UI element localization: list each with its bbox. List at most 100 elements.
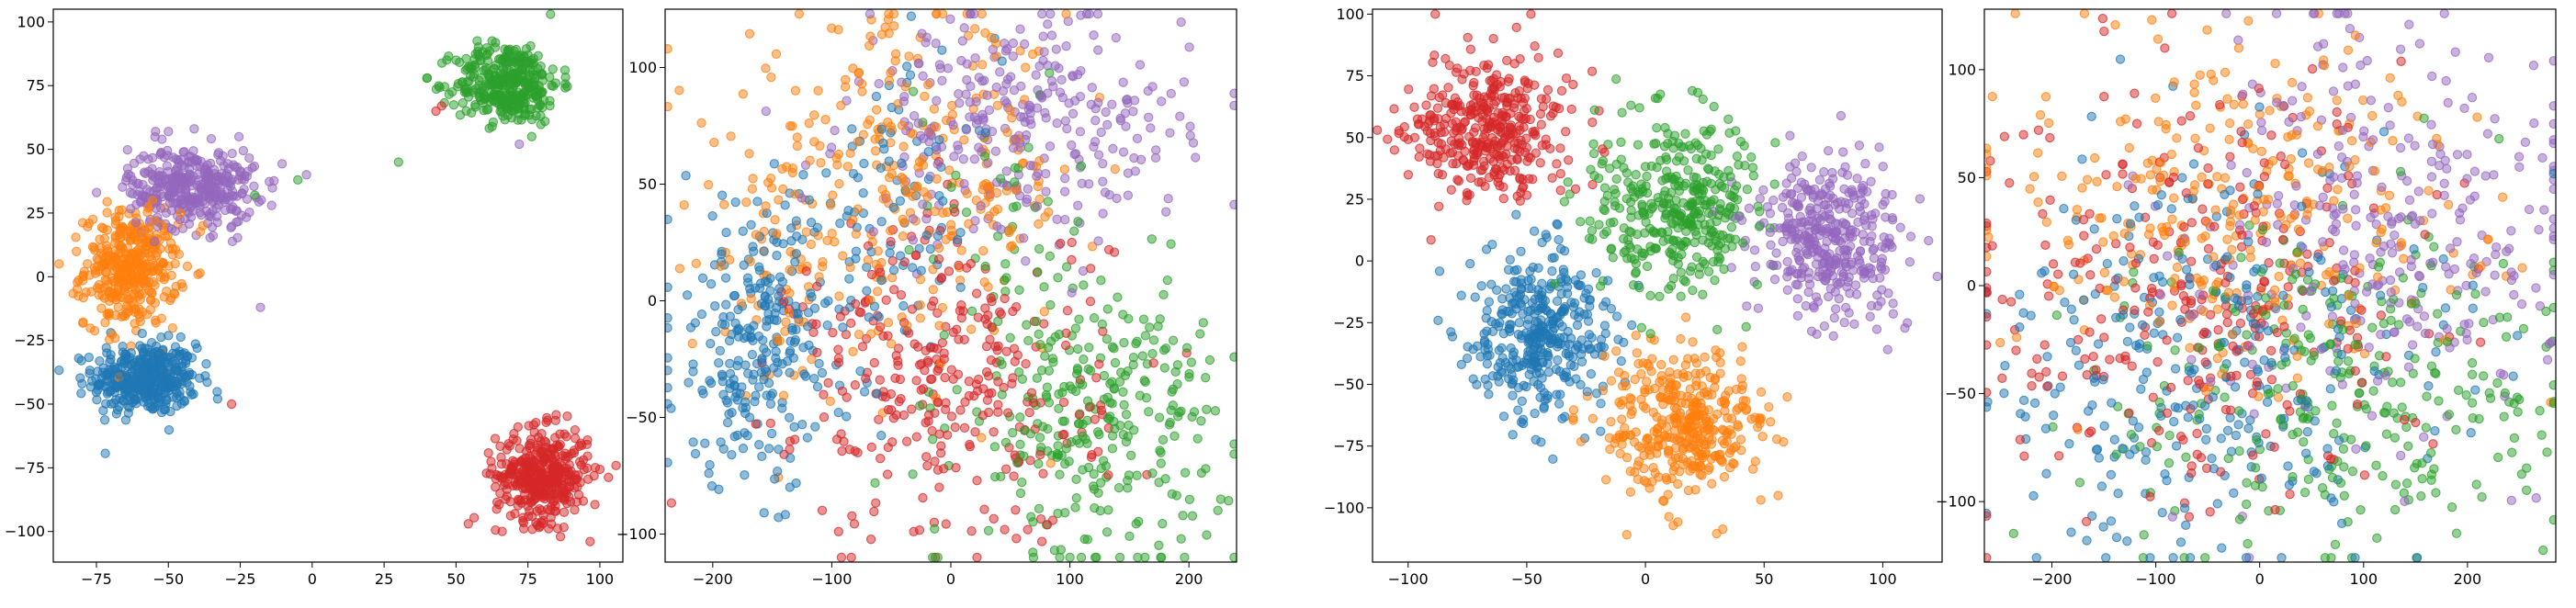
data-point-series-1 xyxy=(754,265,765,276)
data-point-series-1 xyxy=(1611,311,1622,321)
data-point-series-4 xyxy=(579,465,589,475)
data-point-series-4 xyxy=(499,479,509,490)
data-point-series-4 xyxy=(1012,350,1023,360)
data-point-series-2 xyxy=(813,85,823,96)
data-point-series-1 xyxy=(785,412,795,422)
data-point-series-5 xyxy=(1850,280,1861,290)
data-point-series-2 xyxy=(1652,424,1663,434)
data-point-series-1 xyxy=(665,214,672,225)
data-point-series-1 xyxy=(722,417,733,428)
data-point-series-3 xyxy=(470,49,480,60)
data-point-series-5 xyxy=(213,199,224,209)
data-point-series-5 xyxy=(949,152,959,162)
data-point-series-1 xyxy=(804,195,815,205)
data-point-series-5 xyxy=(1819,321,1830,332)
data-point-series-2 xyxy=(889,21,899,31)
data-point-series-1 xyxy=(142,343,153,355)
data-point-series-5 xyxy=(918,199,928,209)
data-point-series-2 xyxy=(104,308,114,318)
data-point-series-2 xyxy=(1656,359,1666,370)
x-tick-label: 75 xyxy=(518,570,537,588)
data-point-series-4 xyxy=(861,373,871,384)
data-point-series-4 xyxy=(923,416,933,426)
data-point-series-1 xyxy=(99,415,110,425)
data-point-series-4 xyxy=(666,498,677,508)
data-point-series-5 xyxy=(868,227,878,237)
data-point-series-5 xyxy=(197,186,207,197)
data-point-series-3 xyxy=(1687,85,1698,96)
data-point-series-2 xyxy=(904,51,914,62)
data-point-series-5 xyxy=(1052,118,1062,129)
data-point-series-3 xyxy=(979,152,990,162)
data-point-series-2 xyxy=(94,289,104,300)
data-point-series-2 xyxy=(177,282,188,292)
data-point-series-1 xyxy=(1572,320,1583,331)
data-point-series-2 xyxy=(964,219,974,229)
data-point-series-1 xyxy=(1529,226,1540,236)
data-point-series-2 xyxy=(102,225,113,235)
data-point-series-3 xyxy=(1059,416,1069,426)
data-point-series-2 xyxy=(991,187,1002,198)
data-point-series-2 xyxy=(761,63,771,73)
data-point-series-4 xyxy=(525,434,537,445)
data-point-series-3 xyxy=(1102,333,1113,344)
data-point-series-1 xyxy=(722,398,733,408)
data-point-series-5 xyxy=(1786,173,1797,184)
data-point-series-1 xyxy=(855,366,865,377)
data-point-series-5 xyxy=(1045,9,1056,19)
data-point-series-2 xyxy=(1657,415,1667,425)
data-point-series-1 xyxy=(732,430,742,441)
data-point-series-1 xyxy=(1517,396,1527,406)
data-point-series-4 xyxy=(819,389,829,400)
data-point-series-4 xyxy=(922,460,932,471)
data-point-series-2 xyxy=(1033,181,1043,192)
data-point-series-5 xyxy=(917,28,927,39)
data-point-series-2 xyxy=(726,131,736,141)
data-point-series-3 xyxy=(1713,144,1723,154)
data-point-series-1 xyxy=(1482,358,1493,369)
data-point-series-4 xyxy=(518,517,529,528)
data-point-series-3 xyxy=(1702,163,1713,174)
data-point-series-3 xyxy=(951,170,961,181)
data-point-series-1 xyxy=(172,400,182,411)
data-point-series-1 xyxy=(872,388,882,399)
data-point-series-5 xyxy=(1093,236,1103,246)
data-point-series-3 xyxy=(1184,372,1194,382)
data-point-series-3 xyxy=(1167,387,1177,397)
y-tick-label: −100 xyxy=(5,523,45,540)
data-point-series-4 xyxy=(1001,464,1011,474)
data-point-series-1 xyxy=(186,353,198,363)
data-point-series-5 xyxy=(959,178,969,189)
data-point-series-3 xyxy=(1730,234,1741,244)
data-point-series-2 xyxy=(834,291,844,301)
data-point-series-3 xyxy=(1202,404,1212,414)
data-point-series-2 xyxy=(130,304,141,314)
data-point-series-3 xyxy=(1082,396,1093,406)
data-point-series-5 xyxy=(1120,108,1131,118)
data-point-series-1 xyxy=(895,251,906,261)
data-point-series-2 xyxy=(792,132,802,142)
data-point-series-2 xyxy=(125,235,135,245)
data-point-series-2 xyxy=(919,187,929,197)
data-point-series-5 xyxy=(1118,147,1129,157)
data-point-series-5 xyxy=(126,204,136,214)
data-point-series-2 xyxy=(831,153,842,163)
data-point-series-5 xyxy=(1019,233,1029,243)
data-point-series-5 xyxy=(1008,51,1018,62)
data-point-series-1 xyxy=(908,263,918,273)
data-point-series-1 xyxy=(165,406,175,417)
data-point-series-4 xyxy=(921,452,932,462)
data-point-series-2 xyxy=(1005,242,1016,252)
data-point-series-5 xyxy=(1814,175,1825,185)
data-point-series-3 xyxy=(1144,407,1154,417)
data-point-series-2 xyxy=(144,230,154,240)
data-point-series-1 xyxy=(906,11,917,21)
data-point-series-5 xyxy=(151,127,161,137)
data-point-series-2 xyxy=(129,277,140,287)
data-point-series-4 xyxy=(983,310,993,321)
data-point-series-2 xyxy=(908,191,918,201)
data-point-series-5 xyxy=(874,78,884,89)
data-point-series-1 xyxy=(752,197,763,207)
data-point-series-1 xyxy=(721,227,731,238)
